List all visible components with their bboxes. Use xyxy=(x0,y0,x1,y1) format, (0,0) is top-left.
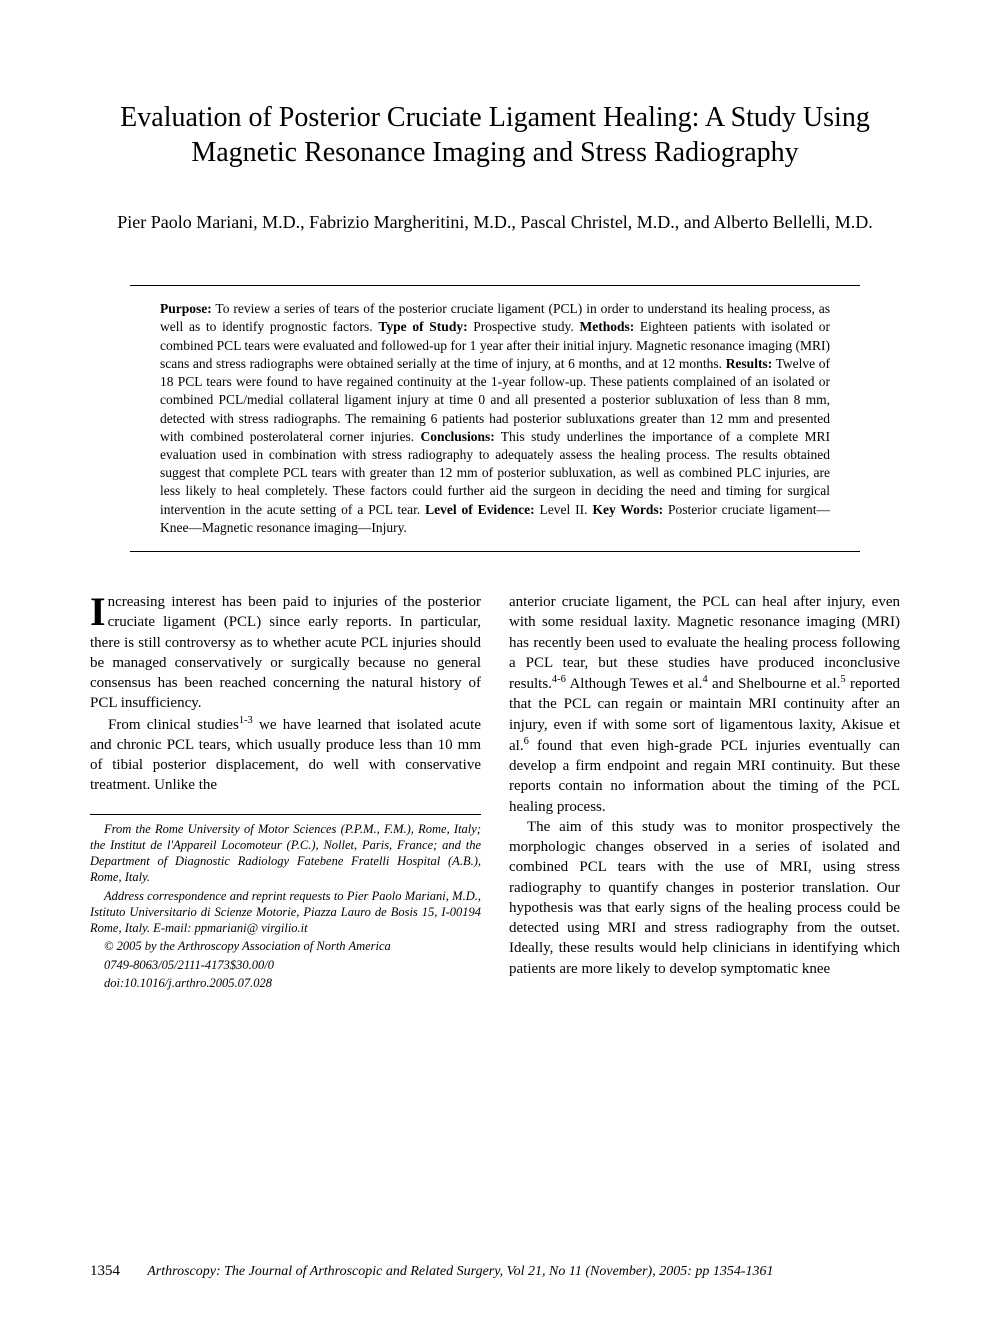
body-para-1-text: ncreasing interest has been paid to inju… xyxy=(90,594,481,711)
left-column: Increasing interest has been paid to inj… xyxy=(90,592,481,993)
footnotes-block: From the Rome University of Motor Scienc… xyxy=(90,814,481,992)
body-p3-b: Although Tewes et al. xyxy=(566,676,702,692)
ref-sup-1-3: 1-3 xyxy=(239,715,253,726)
abstract-loe-label: Level of Evidence: xyxy=(425,502,535,517)
ref-sup-4-6: 4-6 xyxy=(552,674,566,685)
body-p2-a: From clinical studies xyxy=(108,717,239,733)
body-para-2: From clinical studies1-3 we have learned… xyxy=(90,714,481,796)
body-p3-e: found that even high-grade PCL injuries … xyxy=(509,738,900,815)
body-columns: Increasing interest has been paid to inj… xyxy=(90,592,900,993)
body-p3-c: and Shelbourne et al. xyxy=(708,676,841,692)
body-para-1: Increasing interest has been paid to inj… xyxy=(90,592,481,714)
abstract-keywords-label: Key Words: xyxy=(592,502,663,517)
abstract-results-label: Results: xyxy=(726,356,773,371)
footnote-issn: 0749-8063/05/2111-4173$30.00/0 xyxy=(90,957,481,973)
article-title: Evaluation of Posterior Cruciate Ligamen… xyxy=(90,100,900,170)
footnote-copyright: © 2005 by the Arthroscopy Association of… xyxy=(90,938,481,954)
journal-citation: Arthroscopy: The Journal of Arthroscopic… xyxy=(147,1264,773,1279)
author-list: Pier Paolo Mariani, M.D., Fabrizio Margh… xyxy=(90,210,900,235)
abstract-methods-label: Methods: xyxy=(579,319,634,334)
abstract-loe: Level II. xyxy=(535,502,593,517)
abstract-type: Prospective study. xyxy=(468,319,580,334)
abstract-conclusions-label: Conclusions: xyxy=(420,429,494,444)
page-footer: 1354 Arthroscopy: The Journal of Arthros… xyxy=(90,1263,900,1280)
dropcap: I xyxy=(90,592,108,628)
body-para-3: anterior cruciate ligament, the PCL can … xyxy=(509,592,900,817)
body-para-4: The aim of this study was to monitor pro… xyxy=(509,817,900,979)
right-column: anterior cruciate ligament, the PCL can … xyxy=(509,592,900,993)
abstract-block: Purpose: To review a series of tears of … xyxy=(130,285,860,552)
footnote-correspondence: Address correspondence and reprint reque… xyxy=(90,888,481,937)
page-number: 1354 xyxy=(90,1263,120,1280)
abstract-type-label: Type of Study: xyxy=(378,319,467,334)
abstract-purpose-label: Purpose: xyxy=(160,301,212,316)
footnote-affiliation: From the Rome University of Motor Scienc… xyxy=(90,821,481,886)
footnote-doi: doi:10.1016/j.arthro.2005.07.028 xyxy=(90,975,481,991)
